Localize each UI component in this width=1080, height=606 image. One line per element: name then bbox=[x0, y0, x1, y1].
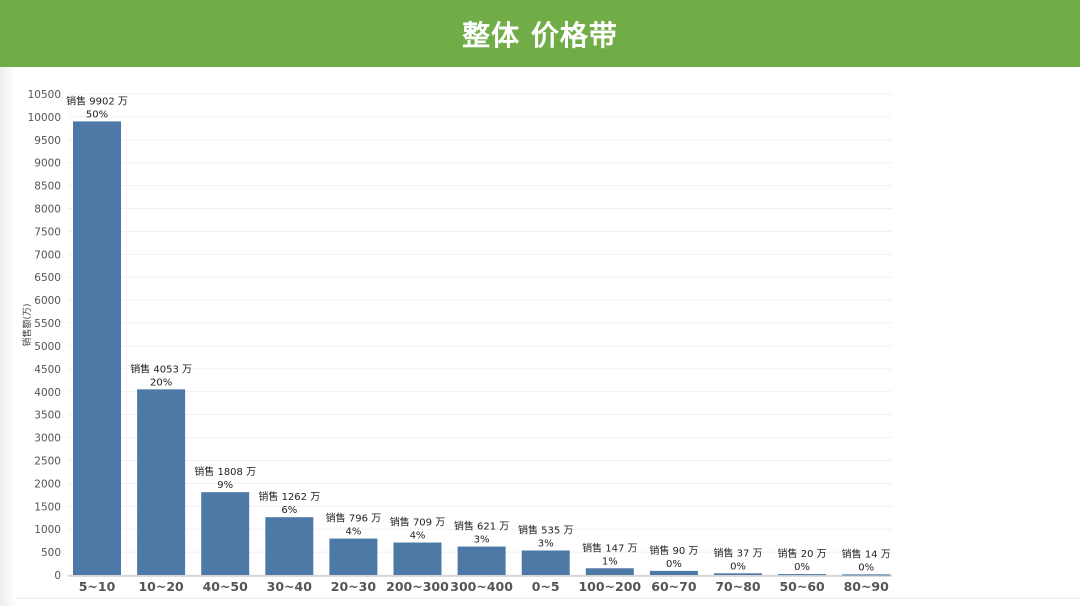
page-title: 整体 价格带 bbox=[462, 18, 618, 52]
y-tick-label: 1000 bbox=[34, 524, 61, 536]
bar-value-label: 销售 9902 万 bbox=[66, 94, 128, 107]
x-tick-label: 60~70 bbox=[651, 579, 697, 594]
bar bbox=[714, 573, 762, 575]
x-tick-label: 300~400 bbox=[450, 579, 513, 594]
bar-value-label: 销售 37 万 bbox=[713, 546, 762, 559]
y-tick-label: 4500 bbox=[34, 364, 61, 376]
bar bbox=[265, 517, 314, 575]
bar-percent-label: 0% bbox=[794, 562, 810, 573]
y-tick-label: 6000 bbox=[34, 295, 61, 307]
bar-percent-label: 0% bbox=[666, 559, 682, 570]
bar-value-label: 销售 1808 万 bbox=[194, 465, 256, 478]
bar-value-label: 销售 147 万 bbox=[582, 541, 637, 554]
bar bbox=[137, 389, 186, 575]
bar bbox=[201, 492, 250, 575]
y-tick-label: 500 bbox=[41, 547, 61, 559]
y-tick-label: 9500 bbox=[34, 135, 61, 147]
bar-percent-label: 1% bbox=[602, 556, 618, 567]
x-tick-label: 30~40 bbox=[267, 579, 313, 594]
y-tick-label: 9000 bbox=[34, 158, 61, 170]
bar bbox=[778, 574, 827, 576]
bar-percent-label: 4% bbox=[345, 527, 361, 538]
x-tick-label: 100~200 bbox=[578, 579, 641, 594]
bar-value-label: 销售 709 万 bbox=[390, 516, 445, 529]
bar bbox=[842, 574, 891, 576]
x-tick-label: 40~50 bbox=[203, 579, 249, 594]
x-tick-label: 0~5 bbox=[532, 579, 560, 594]
bar-percent-label: 3% bbox=[538, 538, 554, 549]
bar-value-label: 销售 796 万 bbox=[326, 512, 381, 525]
x-tick-label: 5~10 bbox=[79, 579, 116, 594]
bar-value-label: 销售 4053 万 bbox=[130, 362, 192, 375]
y-tick-label: 4000 bbox=[34, 387, 61, 399]
y-tick-label: 8500 bbox=[34, 181, 61, 193]
y-tick-label: 6500 bbox=[34, 272, 61, 284]
bar-percent-label: 3% bbox=[474, 535, 490, 546]
bar-percent-label: 0% bbox=[730, 561, 746, 572]
bar bbox=[393, 542, 442, 575]
bar-percent-label: 20% bbox=[150, 377, 172, 388]
bar-percent-label: 0% bbox=[858, 562, 874, 573]
bar bbox=[73, 121, 121, 575]
bar bbox=[649, 570, 698, 575]
bar bbox=[521, 550, 570, 575]
bar-value-label: 销售 535 万 bbox=[518, 523, 573, 536]
x-tick-label: 10~20 bbox=[138, 579, 184, 594]
header-bar: 整体 价格带 bbox=[0, 0, 1080, 67]
x-tick-label: 200~300 bbox=[386, 579, 449, 594]
bar-percent-label: 4% bbox=[410, 531, 426, 542]
bar-value-label: 销售 1262 万 bbox=[258, 490, 320, 503]
y-tick-label: 10500 bbox=[28, 89, 61, 101]
bar bbox=[329, 538, 378, 575]
y-tick-label: 8000 bbox=[34, 204, 61, 216]
bar bbox=[585, 568, 634, 575]
y-tick-label: 3000 bbox=[34, 433, 61, 445]
y-tick-label: 0 bbox=[54, 570, 61, 582]
y-tick-label: 7000 bbox=[34, 249, 61, 261]
x-tick-label: 50~60 bbox=[779, 579, 825, 594]
bar-percent-label: 6% bbox=[281, 505, 297, 516]
left-shadow bbox=[0, 67, 16, 606]
y-tick-label: 10000 bbox=[28, 112, 61, 124]
x-tick-label: 80~90 bbox=[844, 579, 890, 594]
y-tick-label: 1500 bbox=[34, 501, 61, 513]
y-tick-label: 7500 bbox=[34, 226, 61, 238]
y-tick-label: 2500 bbox=[34, 455, 61, 467]
bar-percent-label: 9% bbox=[217, 480, 233, 491]
x-tick-label: 20~30 bbox=[331, 579, 377, 594]
bar-value-label: 销售 90 万 bbox=[649, 544, 698, 557]
y-tick-label: 5500 bbox=[34, 318, 61, 330]
bar-value-label: 销售 14 万 bbox=[842, 547, 891, 560]
y-tick-label: 3500 bbox=[34, 410, 61, 422]
bar-value-label: 销售 20 万 bbox=[778, 547, 827, 560]
y-tick-label: 5000 bbox=[34, 341, 61, 353]
y-axis-label: 销售额(万) bbox=[21, 303, 33, 346]
y-tick-label: 2000 bbox=[34, 478, 61, 490]
bar-value-label: 销售 621 万 bbox=[454, 520, 509, 533]
bar-percent-label: 50% bbox=[86, 109, 108, 120]
bar bbox=[457, 546, 506, 575]
x-tick-label: 70~80 bbox=[715, 579, 761, 594]
